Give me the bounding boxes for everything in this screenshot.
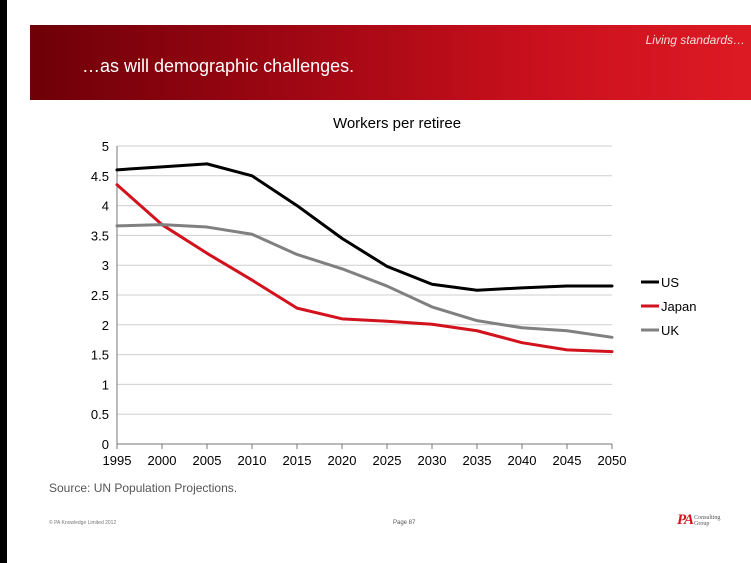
chart-title: Workers per retiree xyxy=(333,115,461,132)
y-tick-label: 2.5 xyxy=(91,288,109,303)
x-tick-label: 2005 xyxy=(193,453,222,468)
pa-consulting-logo: PA Consulting Group xyxy=(677,512,726,529)
y-tick-label: 2 xyxy=(102,318,109,333)
header-band: Living standards… …as will demographic c… xyxy=(30,25,751,100)
legend-label-japan: Japan xyxy=(661,299,696,314)
slide: Living standards… …as will demographic c… xyxy=(7,0,751,563)
y-tick-label: 3 xyxy=(102,258,109,273)
chart: Workers per retiree 0 0.5 1 1.5 2 2.5 3 3.5 4 4.5… xyxy=(91,115,697,468)
y-tick-label: 0.5 xyxy=(91,407,109,422)
series-line-us xyxy=(115,162,614,292)
header-kicker: Living standards… xyxy=(645,33,745,47)
series-layer xyxy=(115,162,614,354)
x-tick-label: 2040 xyxy=(508,453,537,468)
y-tick-label: 1.5 xyxy=(91,348,109,363)
footer-copyright: © PA Knowledge Limited 2012 xyxy=(49,520,117,526)
legend-label-uk: UK xyxy=(661,323,679,338)
x-tick-label: 2035 xyxy=(463,453,492,468)
page-number: Page 87 xyxy=(393,520,416,526)
y-tick-label: 1 xyxy=(102,377,109,392)
grid-layer xyxy=(117,145,612,415)
x-tick-label: 2030 xyxy=(418,453,447,468)
y-tick-label: 4.5 xyxy=(91,169,109,184)
x-tick-label: 2000 xyxy=(148,453,177,468)
header-title: …as will demographic challenges. xyxy=(82,56,355,76)
axis-layer: 0 0.5 1 1.5 2 2.5 3 3.5 4 4.5 5 1995 2000 2005 2010 201… xyxy=(91,139,627,468)
x-tick-label: 2015 xyxy=(283,453,312,468)
y-tick-label: 5 xyxy=(102,139,109,154)
x-tick-label: 2020 xyxy=(328,453,357,468)
x-tick-label: 1995 xyxy=(103,453,132,468)
x-tick-label: 2045 xyxy=(553,453,582,468)
y-tick-label: 4 xyxy=(102,199,109,214)
x-tick-label: 2010 xyxy=(238,453,267,468)
series-line-japan xyxy=(115,183,614,354)
legend-label-us: US xyxy=(661,275,679,290)
y-tick-label: 0 xyxy=(102,437,109,452)
y-tick-label: 3.5 xyxy=(91,228,109,243)
logo-mark: PA xyxy=(677,512,694,528)
legend: US Japan UK xyxy=(641,275,696,338)
x-tick-label: 2050 xyxy=(598,453,627,468)
logo-text: Consulting Group xyxy=(694,514,721,527)
x-tick-label: 2025 xyxy=(373,453,402,468)
source-note: Source: UN Population Projections. xyxy=(49,481,238,495)
series-line-uk xyxy=(115,223,614,339)
